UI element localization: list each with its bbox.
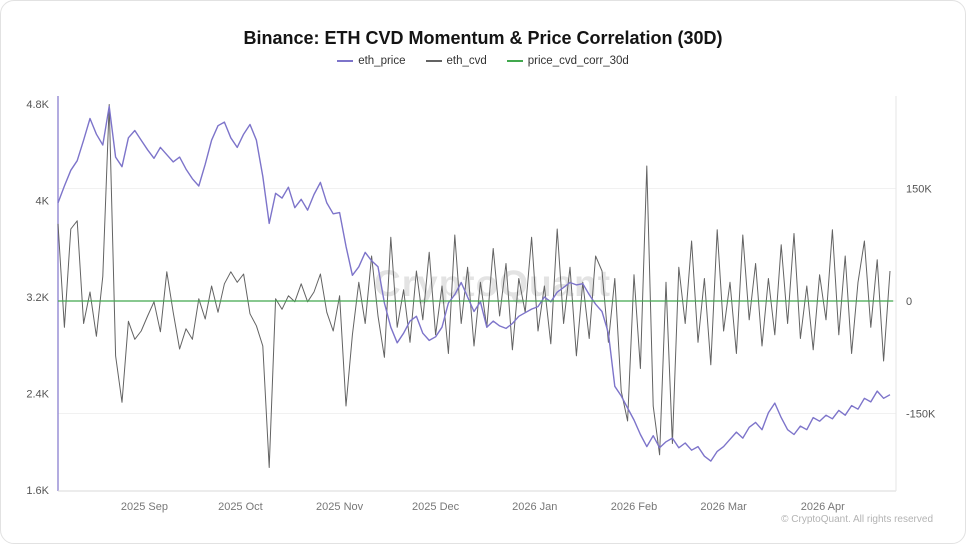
x-axis-tick-label: 2025 Sep bbox=[121, 501, 168, 513]
x-axis-tick-label: 2026 Mar bbox=[700, 501, 747, 513]
legend-swatch-eth_price bbox=[337, 60, 354, 62]
chart-legend: eth_price eth_cvd price_cvd_corr_30d bbox=[1, 55, 965, 67]
chart-title: Binance: ETH CVD Momentum & Price Correl… bbox=[243, 28, 723, 48]
x-axis-tick-label: 2025 Oct bbox=[218, 501, 263, 513]
x-axis-tick-label: 2026 Apr bbox=[801, 501, 845, 513]
x-axis-tick-label: 2026 Jan bbox=[512, 501, 557, 513]
legend-item-eth_cvd[interactable]: eth_cvd bbox=[425, 55, 487, 67]
legend-item-eth_price[interactable]: eth_price bbox=[337, 55, 406, 67]
left-axis-tick-label: 2.4K bbox=[26, 389, 49, 401]
legend-swatch-eth_cvd bbox=[425, 60, 442, 62]
right-axis-tick-label: -150K bbox=[906, 409, 936, 421]
left-axis-tick-label: 3.2K bbox=[26, 292, 49, 304]
left-axis-tick-label: 1.6K bbox=[26, 485, 49, 497]
eth-price-line bbox=[57, 105, 891, 462]
legend-swatch-price_cvd_corr_30d bbox=[506, 60, 523, 62]
left-axis-tick-label: 4.8K bbox=[26, 99, 49, 111]
legend-item-price_cvd_corr_30d[interactable]: price_cvd_corr_30d bbox=[506, 55, 629, 67]
x-axis-tick-label: 2025 Dec bbox=[412, 501, 460, 513]
left-axis-tick-label: 4K bbox=[36, 196, 50, 208]
right-axis-tick-label: 150K bbox=[906, 184, 932, 196]
legend-label-eth_price: eth_price bbox=[358, 55, 406, 67]
x-axis-tick-label: 2025 Nov bbox=[316, 501, 364, 513]
legend-label-eth_cvd: eth_cvd bbox=[446, 55, 487, 67]
right-axis-tick-label: 0 bbox=[906, 296, 912, 308]
copyright-text: © CryptoQuant. All rights reserved bbox=[781, 514, 933, 525]
legend-label-price_cvd_corr_30d: price_cvd_corr_30d bbox=[527, 55, 629, 67]
x-axis-tick-label: 2026 Feb bbox=[611, 501, 657, 513]
